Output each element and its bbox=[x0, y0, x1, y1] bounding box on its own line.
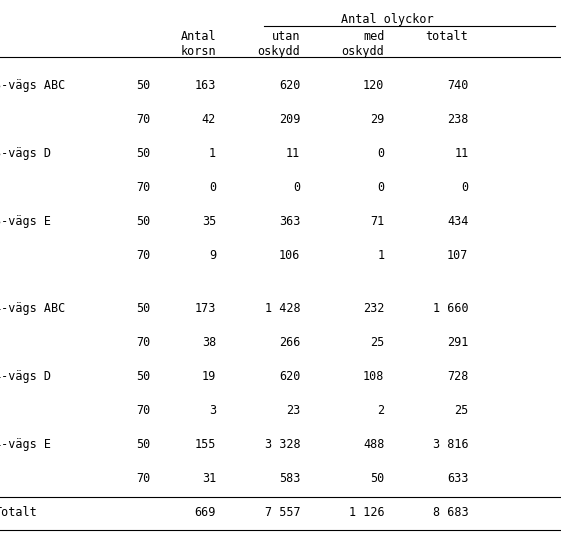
Text: 669: 669 bbox=[195, 507, 216, 519]
Text: 488: 488 bbox=[363, 438, 384, 451]
Text: 232: 232 bbox=[363, 302, 384, 315]
Text: 0: 0 bbox=[209, 181, 216, 194]
Text: 0: 0 bbox=[293, 181, 300, 194]
Text: 23: 23 bbox=[286, 404, 300, 417]
Text: 4-vägs D: 4-vägs D bbox=[0, 370, 52, 383]
Text: 163: 163 bbox=[195, 79, 216, 92]
Text: 4-vägs E: 4-vägs E bbox=[0, 438, 52, 451]
Text: 9: 9 bbox=[209, 249, 216, 262]
Text: 4-vägs ABC: 4-vägs ABC bbox=[0, 302, 66, 315]
Text: 120: 120 bbox=[363, 79, 384, 92]
Text: 35: 35 bbox=[202, 215, 216, 228]
Text: Antal
korsn: Antal korsn bbox=[180, 30, 216, 58]
Text: 1 660: 1 660 bbox=[433, 302, 468, 315]
Text: 291: 291 bbox=[447, 336, 468, 349]
Text: 620: 620 bbox=[279, 79, 300, 92]
Text: 266: 266 bbox=[279, 336, 300, 349]
Text: 2: 2 bbox=[377, 404, 384, 417]
Text: 633: 633 bbox=[447, 472, 468, 485]
Text: 238: 238 bbox=[447, 113, 468, 126]
Text: 19: 19 bbox=[202, 370, 216, 383]
Text: 1 126: 1 126 bbox=[348, 507, 384, 519]
Text: 0: 0 bbox=[377, 181, 384, 194]
Text: 107: 107 bbox=[447, 249, 468, 262]
Text: 50: 50 bbox=[136, 215, 150, 228]
Text: 11: 11 bbox=[286, 147, 300, 160]
Text: 3 328: 3 328 bbox=[264, 438, 300, 451]
Text: 70: 70 bbox=[136, 113, 150, 126]
Text: 3-vägs ABC: 3-vägs ABC bbox=[0, 79, 66, 92]
Text: 583: 583 bbox=[279, 472, 300, 485]
Text: 155: 155 bbox=[195, 438, 216, 451]
Text: 620: 620 bbox=[279, 370, 300, 383]
Text: 108: 108 bbox=[363, 370, 384, 383]
Text: 70: 70 bbox=[136, 472, 150, 485]
Text: med
oskydd: med oskydd bbox=[342, 30, 384, 58]
Text: 31: 31 bbox=[202, 472, 216, 485]
Text: 50: 50 bbox=[136, 302, 150, 315]
Text: 7 557: 7 557 bbox=[264, 507, 300, 519]
Text: Totalt: Totalt bbox=[0, 507, 37, 519]
Text: 363: 363 bbox=[279, 215, 300, 228]
Text: 50: 50 bbox=[136, 438, 150, 451]
Text: 3-vägs D: 3-vägs D bbox=[0, 147, 52, 160]
Text: 740: 740 bbox=[447, 79, 468, 92]
Text: 11: 11 bbox=[454, 147, 468, 160]
Text: 71: 71 bbox=[370, 215, 384, 228]
Text: 0: 0 bbox=[461, 181, 468, 194]
Text: 38: 38 bbox=[202, 336, 216, 349]
Text: 1: 1 bbox=[209, 147, 216, 160]
Text: 70: 70 bbox=[136, 181, 150, 194]
Text: 25: 25 bbox=[454, 404, 468, 417]
Text: 50: 50 bbox=[136, 79, 150, 92]
Text: 173: 173 bbox=[195, 302, 216, 315]
Text: 25: 25 bbox=[370, 336, 384, 349]
Text: 1 428: 1 428 bbox=[264, 302, 300, 315]
Text: 3-vägs E: 3-vägs E bbox=[0, 215, 52, 228]
Text: 728: 728 bbox=[447, 370, 468, 383]
Text: 70: 70 bbox=[136, 336, 150, 349]
Text: 50: 50 bbox=[370, 472, 384, 485]
Text: 70: 70 bbox=[136, 404, 150, 417]
Text: 209: 209 bbox=[279, 113, 300, 126]
Text: utan
oskydd: utan oskydd bbox=[257, 30, 300, 58]
Text: 29: 29 bbox=[370, 113, 384, 126]
Text: 434: 434 bbox=[447, 215, 468, 228]
Text: totalt: totalt bbox=[426, 30, 468, 43]
Text: 3: 3 bbox=[209, 404, 216, 417]
Text: 3 816: 3 816 bbox=[433, 438, 468, 451]
Text: 8 683: 8 683 bbox=[433, 507, 468, 519]
Text: 42: 42 bbox=[202, 113, 216, 126]
Text: 0: 0 bbox=[377, 147, 384, 160]
Text: 50: 50 bbox=[136, 147, 150, 160]
Text: 70: 70 bbox=[136, 249, 150, 262]
Text: 106: 106 bbox=[279, 249, 300, 262]
Text: Antal olyckor: Antal olyckor bbox=[341, 14, 434, 26]
Text: 50: 50 bbox=[136, 370, 150, 383]
Text: 1: 1 bbox=[377, 249, 384, 262]
